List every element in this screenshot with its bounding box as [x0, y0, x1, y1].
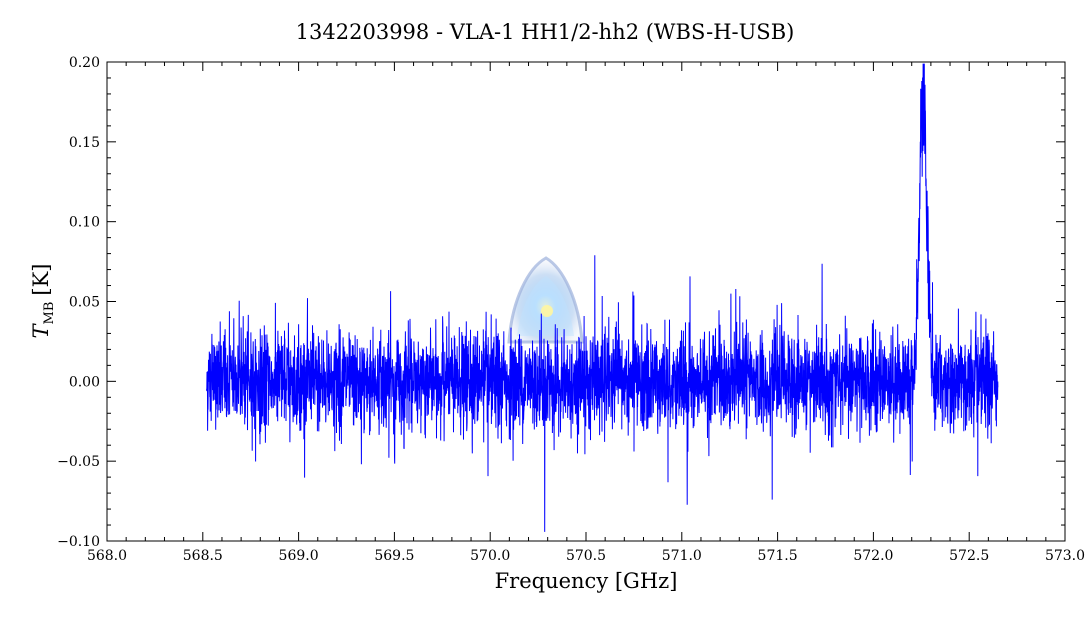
- x-tick-label: 571.0: [662, 548, 702, 564]
- y-tick-label: 0.00: [69, 374, 100, 390]
- y-axis-label-unit: [K]: [29, 264, 53, 296]
- y-tick-label: −0.05: [57, 454, 100, 470]
- y-tick-label: 0.15: [69, 135, 100, 151]
- x-tick-label: 570.0: [470, 548, 510, 564]
- x-tick-label: 571.5: [758, 548, 798, 564]
- x-tick-label: 568.5: [183, 548, 223, 564]
- x-axis-label: Frequency [GHz]: [495, 569, 678, 593]
- svg-text:TMB[K]: TMB [K]: [29, 264, 57, 339]
- x-tick-label: 570.5: [566, 548, 606, 564]
- x-tick-label: 568.0: [87, 548, 127, 564]
- y-tick-label: 0.10: [69, 215, 100, 231]
- y-axis-label: TMB [K]: [29, 264, 57, 339]
- y-tick-label: −0.10: [57, 534, 100, 550]
- data-layer: [206, 63, 999, 532]
- x-tick-label: 569.0: [279, 548, 319, 564]
- y-tick-label: 0.05: [69, 295, 100, 311]
- spectrum-series-line: [206, 63, 999, 532]
- herschel-logo-icon: [507, 256, 584, 344]
- x-tick-label: 572.5: [949, 548, 989, 564]
- y-axis-label-sub: MB: [42, 302, 57, 325]
- y-axis-label-main: T: [29, 322, 53, 338]
- x-tick-label: 569.5: [374, 548, 414, 564]
- y-tick-label: 0.20: [69, 55, 100, 71]
- x-tick-label: 572.0: [853, 548, 893, 564]
- chart-title: 1342203998 - VLA-1 HH1/2-hh2 (WBS-H-USB): [296, 20, 795, 44]
- x-tick-label: 573.0: [1045, 548, 1085, 564]
- tick-layer: 568.0 568.5 569.0 569.5 570.0 570.5 571.0 571.5…: [57, 55, 1085, 564]
